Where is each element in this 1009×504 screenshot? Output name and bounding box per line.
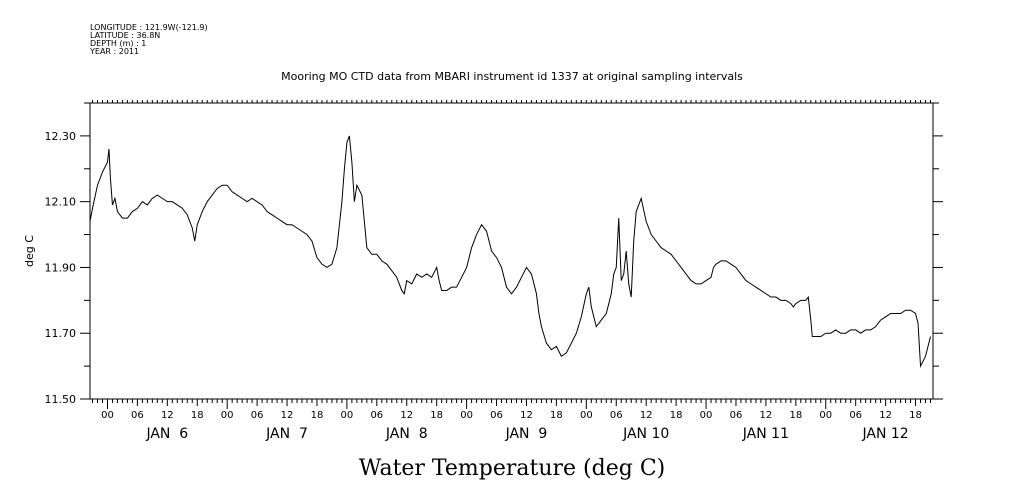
axis-ticks [80,100,943,409]
y-tick-label: 12.30 [45,130,77,143]
x-hour-label: 06 [131,410,144,421]
meta-year: YEAR : 2011 [90,47,140,56]
x-hour-label: 12 [161,410,174,421]
chart-title: Mooring MO CTD data from MBARI instrumen… [281,70,743,83]
x-hour-label: 00 [341,410,354,421]
x-hour-label: 12 [400,410,413,421]
x-hour-label: 00 [819,410,832,421]
x-day-label: JAN 8 [385,426,428,442]
x-hour-label: 06 [610,410,623,421]
x-day-label: JAN 6 [145,426,188,442]
x-hour-label: 00 [700,410,713,421]
x-hour-label: 18 [191,410,204,421]
meta-depth: DEPTH (m) : 1 [90,39,147,48]
y-axis-label: deg C [23,235,36,267]
y-axis-tick-labels: 11.50 11.70 11.90 12.10 12.30 [45,130,77,406]
x-hour-label: 06 [730,410,743,421]
x-hour-label: 18 [430,410,443,421]
x-hour-label: 18 [550,410,563,421]
x-day-label: JAN 10 [622,426,669,442]
x-hour-label: 12 [640,410,653,421]
x-hour-label: 12 [281,410,294,421]
x-hour-label: 06 [849,410,862,421]
x-hour-label: 18 [311,410,324,421]
meta-longitude: LONGITUDE : 121.9W(-121.9) [90,23,208,32]
series-line [89,135,931,368]
x-day-label: JAN 9 [505,426,548,442]
x-hour-label: 12 [520,410,533,421]
x-hour-label: 12 [760,410,773,421]
y-tick-label: 12.10 [45,196,77,209]
meta-latitude: LATITUDE : 36.8N [90,31,161,40]
x-hour-label: 18 [670,410,683,421]
x-hour-label: 00 [221,410,234,421]
x-day-label: JAN 7 [265,426,308,442]
x-axis-label: Water Temperature (deg C) [359,456,666,481]
y-tick-label: 11.70 [45,327,77,340]
plot-frame [89,102,934,400]
x-hour-label: 18 [909,410,922,421]
x-day-label: JAN 12 [862,426,909,442]
x-hour-label: 00 [101,410,114,421]
y-tick-label: 11.90 [45,261,77,274]
x-hour-label: 18 [789,410,802,421]
x-day-label: JAN 11 [742,426,789,442]
x-hour-label: 06 [370,410,383,421]
x-hour-label: 06 [490,410,503,421]
x-hour-label: 12 [879,410,892,421]
x-hour-label: 00 [580,410,593,421]
x-hour-label: 06 [251,410,264,421]
x-hour-label: 00 [460,410,473,421]
y-tick-label: 11.50 [45,393,77,406]
